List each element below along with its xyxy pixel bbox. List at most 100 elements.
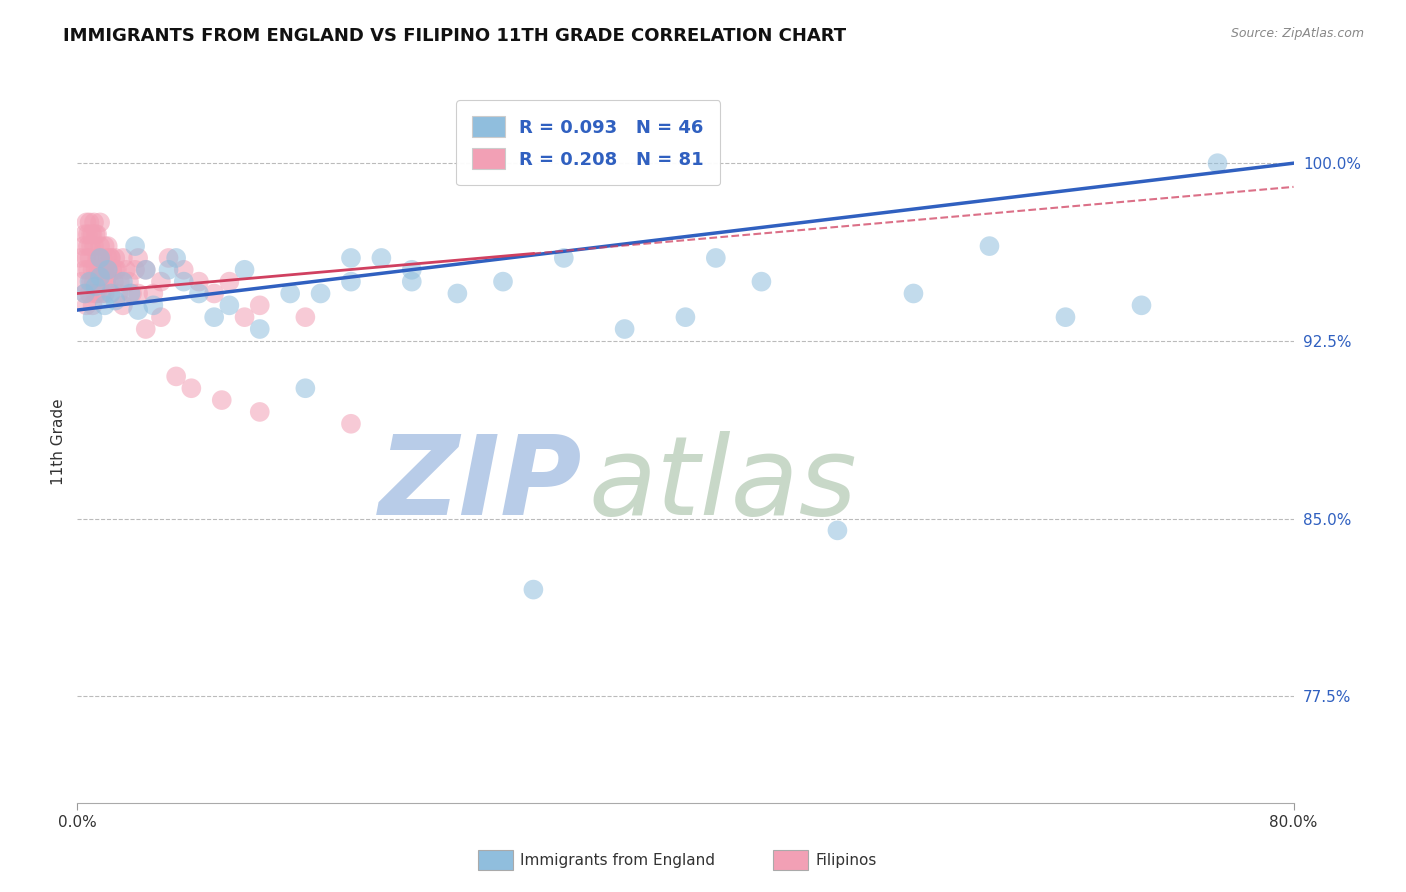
Point: [294, 310, 316, 325]
Point: [84, 262, 107, 277]
Point: [89, 251, 111, 265]
Point: [165, 251, 187, 265]
Point: [142, 286, 165, 301]
Point: [340, 275, 363, 289]
Point: [202, 286, 225, 301]
Point: [83, 239, 105, 253]
Point: [249, 322, 271, 336]
Point: [105, 262, 128, 277]
Point: [218, 275, 240, 289]
Point: [827, 524, 849, 538]
Point: [173, 275, 195, 289]
Point: [294, 381, 316, 395]
Point: [613, 322, 636, 336]
Point: [103, 275, 125, 289]
Legend: R = 0.093   N = 46, R = 0.208   N = 81: R = 0.093 N = 46, R = 0.208 N = 81: [456, 100, 720, 186]
Point: [84, 286, 107, 301]
Point: [97, 262, 120, 277]
Point: [1130, 298, 1153, 312]
Point: [84, 279, 107, 293]
Point: [180, 381, 202, 395]
Point: [69, 251, 91, 265]
Point: [75, 298, 97, 312]
Point: [77, 239, 100, 253]
Point: [401, 262, 423, 277]
Point: [75, 215, 97, 229]
Point: [80, 275, 103, 289]
Point: [211, 393, 233, 408]
Point: [89, 215, 111, 229]
Point: [89, 269, 111, 284]
Point: [72, 239, 94, 253]
Point: [79, 251, 101, 265]
Point: [675, 310, 697, 325]
Point: [340, 251, 363, 265]
Point: [89, 239, 111, 253]
Point: [107, 286, 129, 301]
Point: [115, 262, 138, 277]
Y-axis label: 11th Grade: 11th Grade: [51, 398, 66, 485]
Point: [104, 293, 127, 308]
Point: [751, 275, 773, 289]
Point: [127, 251, 149, 265]
Point: [100, 286, 122, 301]
Point: [98, 275, 121, 289]
Point: [340, 417, 363, 431]
Point: [157, 251, 180, 265]
Text: Filipinos: Filipinos: [815, 854, 877, 868]
Point: [90, 286, 112, 301]
Point: [249, 405, 271, 419]
Point: [79, 286, 101, 301]
Point: [97, 262, 120, 277]
Point: [84, 227, 107, 242]
Point: [77, 227, 100, 242]
Point: [80, 227, 103, 242]
Point: [188, 275, 211, 289]
Point: [173, 262, 195, 277]
Point: [104, 251, 127, 265]
Point: [87, 251, 110, 265]
Point: [135, 322, 157, 336]
Point: [75, 251, 97, 265]
Point: [165, 369, 187, 384]
Point: [903, 286, 925, 301]
Point: [233, 310, 256, 325]
Point: [73, 262, 96, 277]
Point: [118, 275, 141, 289]
Text: ZIP: ZIP: [378, 432, 582, 539]
Point: [127, 286, 149, 301]
Point: [90, 262, 112, 277]
Point: [97, 239, 120, 253]
Point: [202, 310, 225, 325]
Point: [522, 582, 544, 597]
Point: [73, 286, 96, 301]
Point: [77, 262, 100, 277]
Point: [124, 262, 146, 277]
Point: [83, 215, 105, 229]
Text: IMMIGRANTS FROM ENGLAND VS FILIPINO 11TH GRADE CORRELATION CHART: IMMIGRANTS FROM ENGLAND VS FILIPINO 11TH…: [63, 27, 846, 45]
Point: [104, 262, 127, 277]
Point: [73, 227, 96, 242]
Point: [82, 227, 104, 242]
Point: [149, 275, 172, 289]
Point: [101, 262, 124, 277]
Point: [100, 251, 122, 265]
Point: [83, 275, 105, 289]
Point: [100, 251, 122, 265]
Point: [121, 286, 143, 301]
Point: [249, 298, 271, 312]
Point: [89, 275, 111, 289]
Point: [79, 215, 101, 229]
Point: [142, 298, 165, 312]
Point: [111, 298, 134, 312]
Point: [370, 251, 392, 265]
Point: [93, 262, 115, 277]
Point: [135, 262, 157, 277]
Text: Source: ZipAtlas.com: Source: ZipAtlas.com: [1230, 27, 1364, 40]
Point: [108, 275, 131, 289]
Point: [124, 239, 146, 253]
Point: [70, 275, 93, 289]
Point: [87, 262, 110, 277]
Point: [309, 286, 332, 301]
Point: [120, 286, 142, 301]
